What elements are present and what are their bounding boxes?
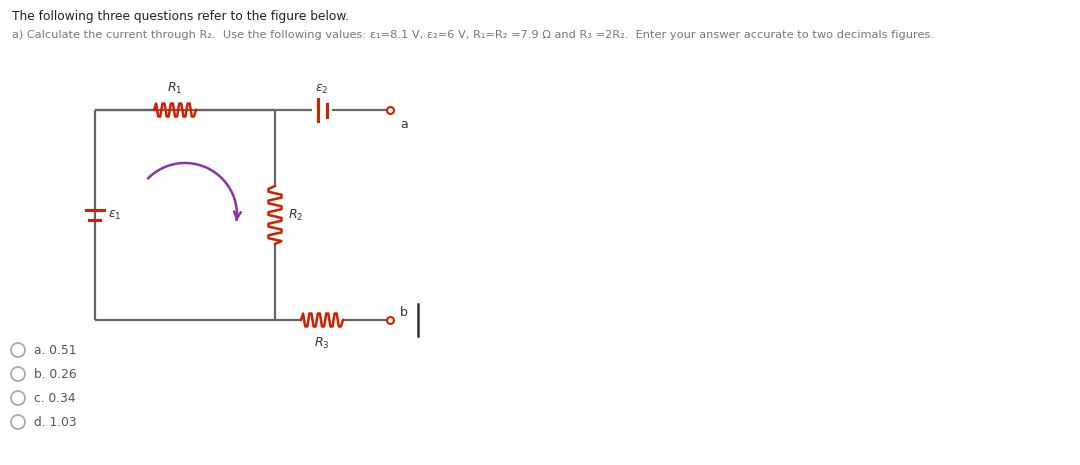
Text: a) Calculate the current through R₂.  Use the following values: ε₁=8.1 V, ε₂=6 V: a) Calculate the current through R₂. Use… bbox=[12, 30, 934, 40]
Text: b. 0.26: b. 0.26 bbox=[33, 367, 77, 380]
Text: a: a bbox=[400, 118, 408, 131]
Text: a. 0.51: a. 0.51 bbox=[33, 344, 77, 357]
Text: $\varepsilon_1$: $\varepsilon_1$ bbox=[108, 208, 121, 221]
Text: $R_3$: $R_3$ bbox=[314, 336, 329, 351]
Text: b: b bbox=[400, 306, 408, 319]
Text: c. 0.34: c. 0.34 bbox=[33, 392, 76, 405]
Text: $R_2$: $R_2$ bbox=[288, 207, 303, 223]
Text: $R_1$: $R_1$ bbox=[167, 81, 183, 96]
Text: d. 1.03: d. 1.03 bbox=[33, 416, 77, 429]
Text: $\varepsilon_2$: $\varepsilon_2$ bbox=[315, 83, 328, 96]
Text: The following three questions refer to the figure below.: The following three questions refer to t… bbox=[12, 10, 349, 23]
